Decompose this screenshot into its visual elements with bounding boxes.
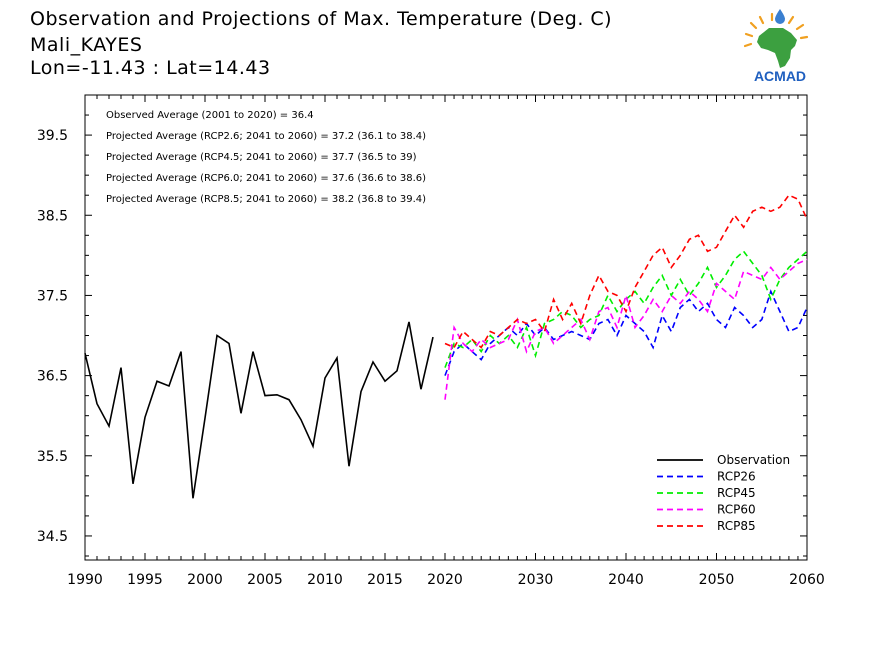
x-tick-label: 2050 [699,572,735,588]
coordinates: Lon=-11.43 : Lat=14.43 [30,57,271,79]
legend: Observation RCP26 RCP45 RCP60 RCP85 [657,453,790,533]
x-tick-label: 2000 [187,572,223,588]
x-tick-label: 1995 [127,572,163,588]
acmad-logo: ACMAD [743,9,809,84]
annotation-block: Observed Average (2001 to 2020) = 36.4 Pr… [106,110,426,205]
series-line-rcp60 [444,258,808,400]
location-name: Mali_KAYES [30,34,143,56]
x-tick-label: 2020 [427,572,463,588]
x-tick-label: 2040 [608,572,644,588]
sun-rays-icon [743,12,809,48]
legend-label-rcp26: RCP26 [717,470,756,484]
y-tick-label: 38.5 [37,208,68,224]
average-annotation: Projected Average (RCP6.0; 2041 to 2060)… [106,173,426,184]
legend-label-rcp85: RCP85 [717,519,756,533]
x-tick-label: 2060 [789,572,825,588]
average-annotation: Projected Average (RCP2.6; 2041 to 2060)… [106,131,426,142]
series-line-rcp85 [444,194,808,349]
chart-title: Observation and Projections of Max. Temp… [30,8,613,30]
axes: 34.5 35.5 36.5 37.5 38.5 39.5 1990 1995 2000 2005… [37,95,825,588]
legend-label-rcp60: RCP60 [717,503,756,517]
x-tick-label: 2015 [367,572,403,588]
africa-map-icon [757,28,797,68]
x-tick-label: 2010 [307,572,343,588]
y-tick-label: 35.5 [37,449,68,465]
x-tick-label: 2030 [518,572,554,588]
plot-frame [84,94,808,561]
y-tick-label: 34.5 [37,529,68,545]
y-tick-label: 39.5 [37,128,68,144]
water-drop-icon [775,9,785,24]
average-annotation: Observed Average (2001 to 2020) = 36.4 [106,110,314,121]
logo-text: ACMAD [754,68,806,84]
series-layer [84,194,808,499]
x-tick-label: 2005 [247,572,283,588]
series-line-rcp45 [444,250,808,368]
x-tick-label: 1990 [67,572,103,588]
series-line-rcp26 [444,289,808,376]
y-tick-label: 36.5 [37,369,68,385]
average-annotation: Projected Average (RCP4.5; 2041 to 2060)… [106,152,417,163]
series-line-observation [84,321,434,499]
y-tick-label: 37.5 [37,288,68,304]
legend-label-rcp45: RCP45 [717,486,756,500]
legend-label-observation: Observation [717,453,790,467]
average-annotation: Projected Average (RCP8.5; 2041 to 2060)… [106,194,426,205]
